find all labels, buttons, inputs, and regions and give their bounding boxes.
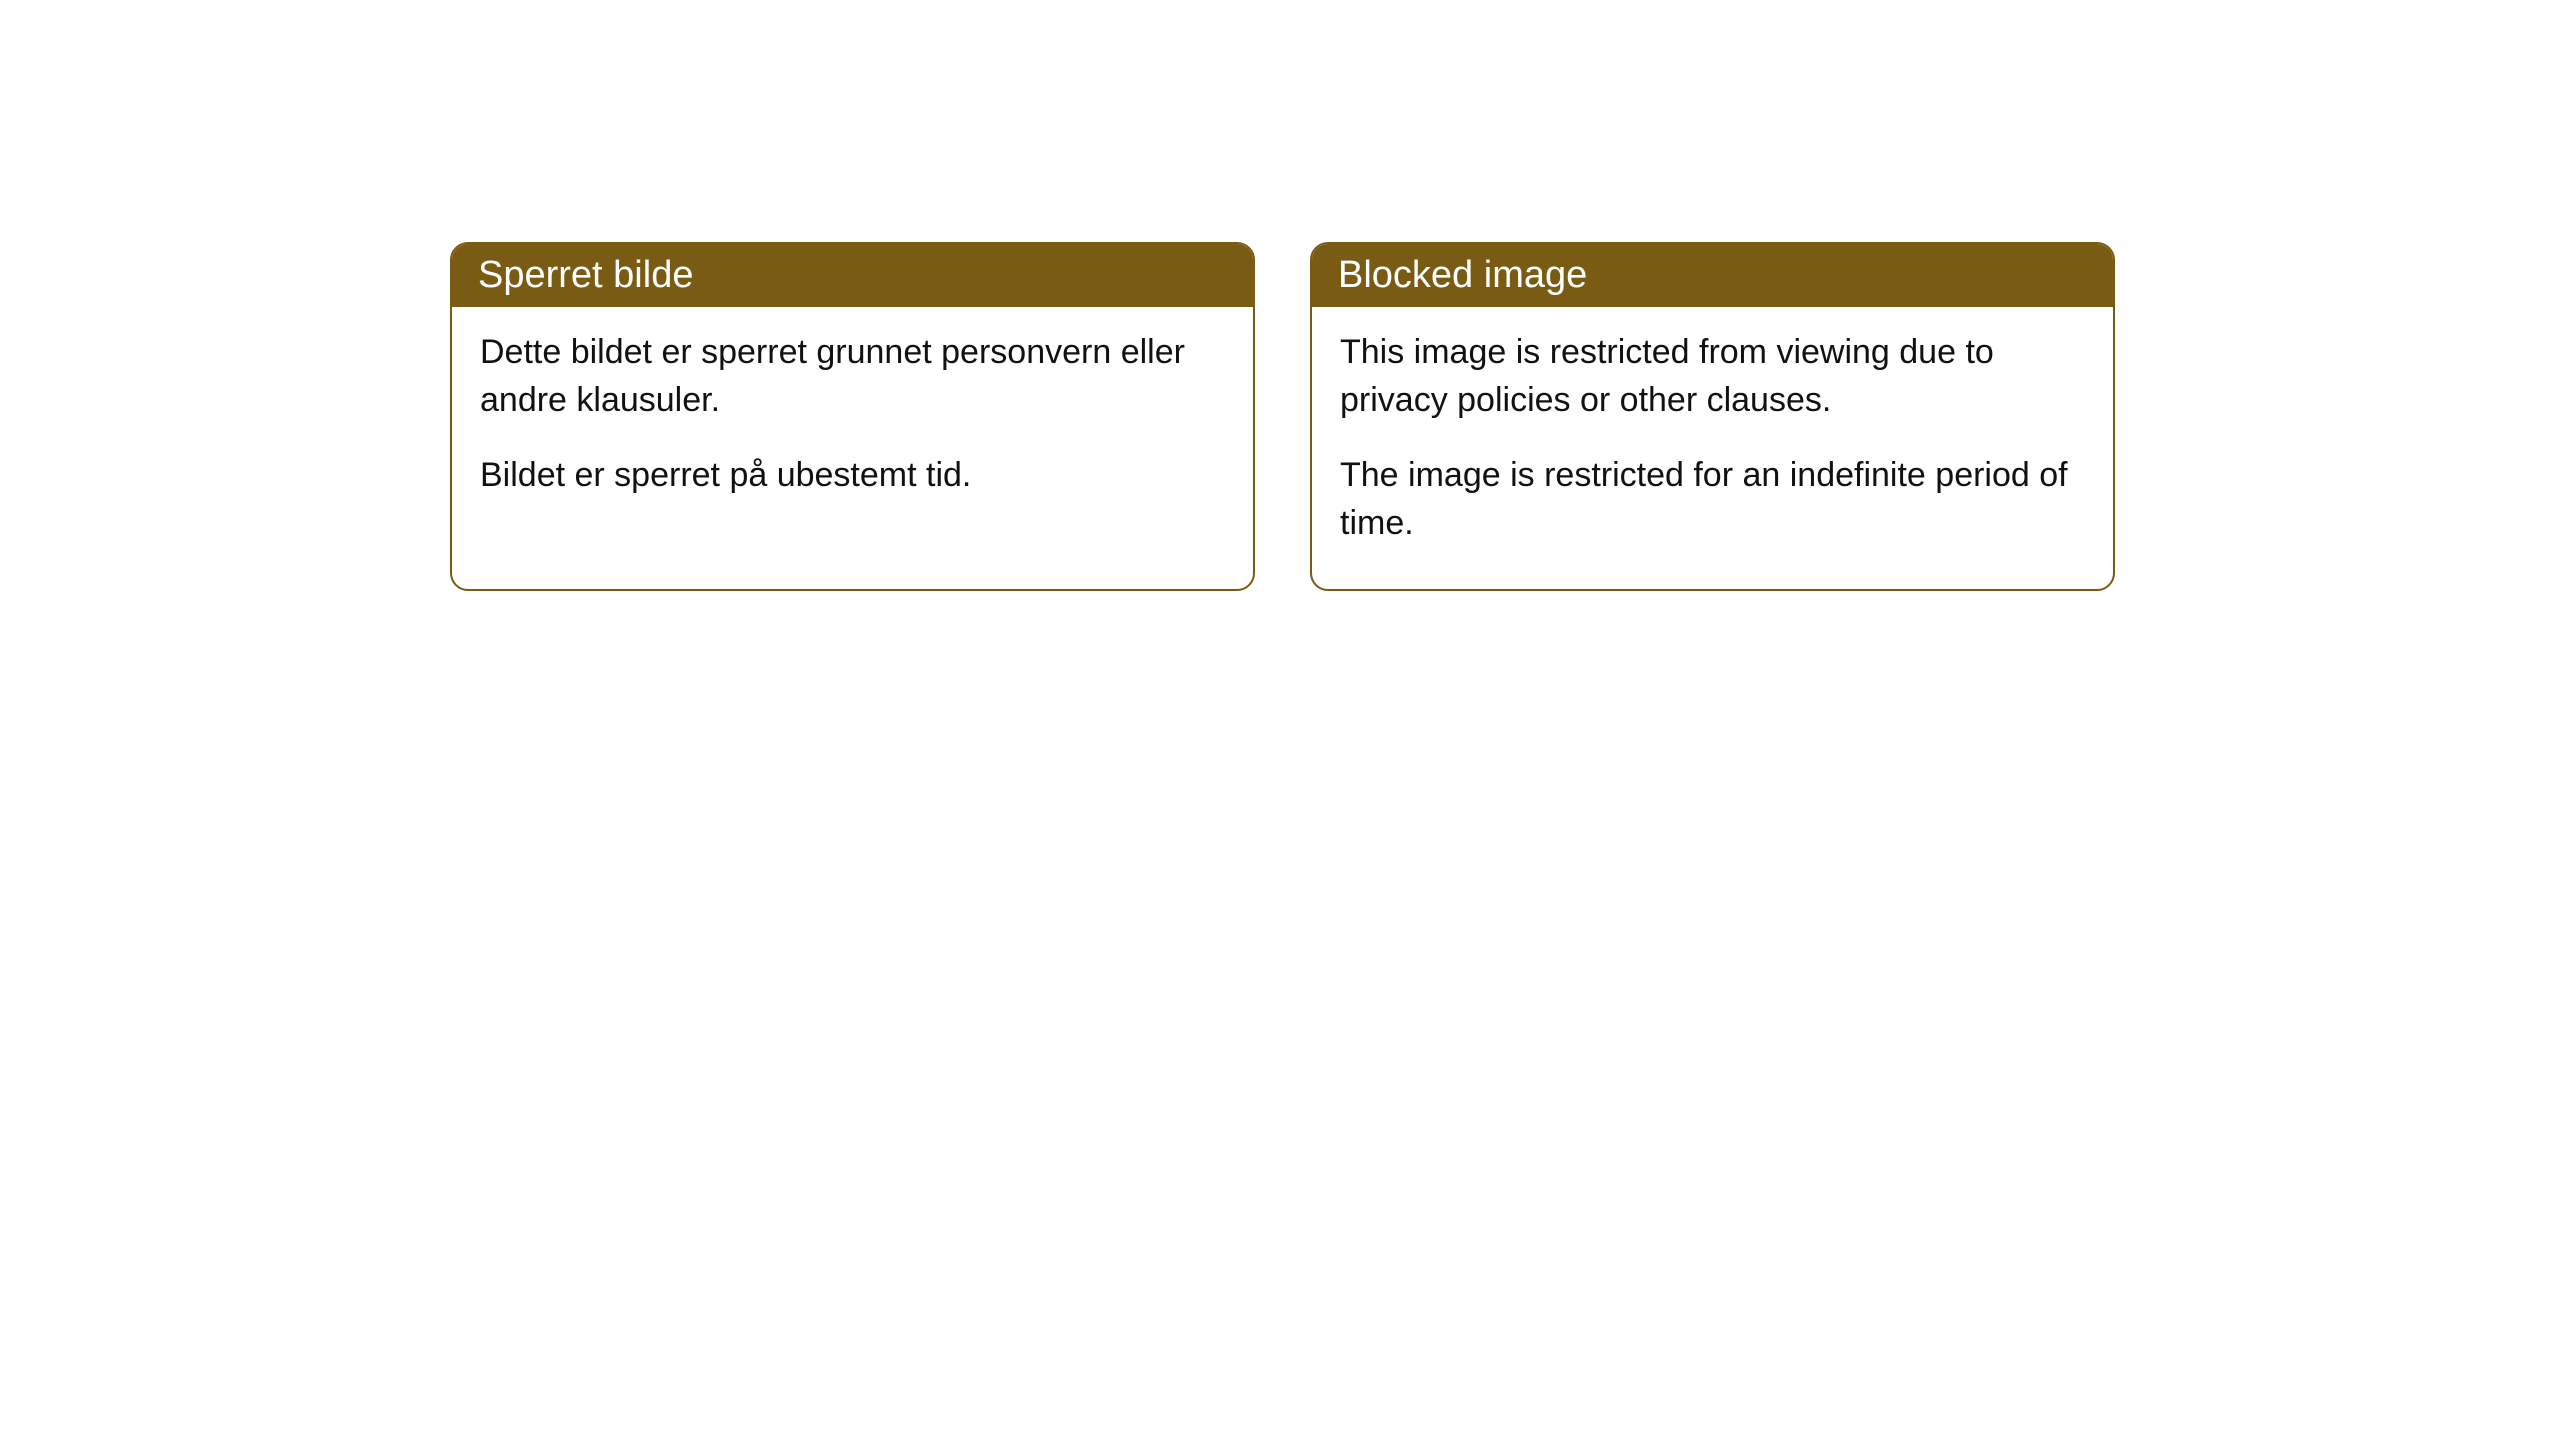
card-text-no-1: Dette bildet er sperret grunnet personve… bbox=[480, 329, 1225, 424]
card-text-en-2: The image is restricted for an indefinit… bbox=[1340, 452, 2085, 547]
card-title-en: Blocked image bbox=[1338, 254, 1587, 296]
card-header-en: Blocked image bbox=[1312, 244, 2113, 307]
card-header-no: Sperret bilde bbox=[452, 244, 1253, 307]
card-body-no: Dette bildet er sperret grunnet personve… bbox=[452, 307, 1253, 542]
blocked-image-card-no: Sperret bilde Dette bildet er sperret gr… bbox=[450, 242, 1255, 591]
card-title-no: Sperret bilde bbox=[478, 254, 693, 296]
card-text-no-2: Bildet er sperret på ubestemt tid. bbox=[480, 452, 1225, 500]
card-body-en: This image is restricted from viewing du… bbox=[1312, 307, 2113, 589]
notice-cards-container: Sperret bilde Dette bildet er sperret gr… bbox=[0, 0, 2560, 591]
card-text-en-1: This image is restricted from viewing du… bbox=[1340, 329, 2085, 424]
blocked-image-card-en: Blocked image This image is restricted f… bbox=[1310, 242, 2115, 591]
